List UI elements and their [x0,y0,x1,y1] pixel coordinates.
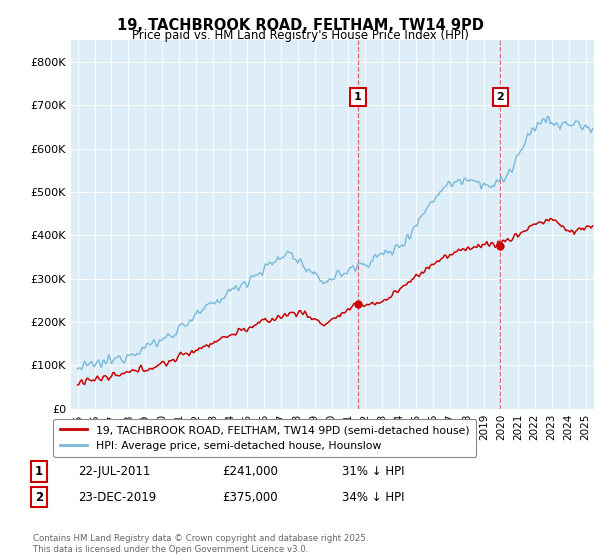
Text: 2: 2 [35,491,43,504]
Text: £241,000: £241,000 [222,465,278,478]
Text: Contains HM Land Registry data © Crown copyright and database right 2025.
This d: Contains HM Land Registry data © Crown c… [33,534,368,554]
Text: 19, TACHBROOK ROAD, FELTHAM, TW14 9PD: 19, TACHBROOK ROAD, FELTHAM, TW14 9PD [116,18,484,33]
Text: 22-JUL-2011: 22-JUL-2011 [78,465,151,478]
Text: Price paid vs. HM Land Registry's House Price Index (HPI): Price paid vs. HM Land Registry's House … [131,29,469,42]
Text: 34% ↓ HPI: 34% ↓ HPI [342,491,404,504]
Text: 2: 2 [496,92,504,102]
Text: 23-DEC-2019: 23-DEC-2019 [78,491,156,504]
Text: 1: 1 [354,92,362,102]
Legend: 19, TACHBROOK ROAD, FELTHAM, TW14 9PD (semi-detached house), HPI: Average price,: 19, TACHBROOK ROAD, FELTHAM, TW14 9PD (s… [53,419,476,457]
Text: £375,000: £375,000 [222,491,278,504]
Text: 31% ↓ HPI: 31% ↓ HPI [342,465,404,478]
Text: 1: 1 [35,465,43,478]
